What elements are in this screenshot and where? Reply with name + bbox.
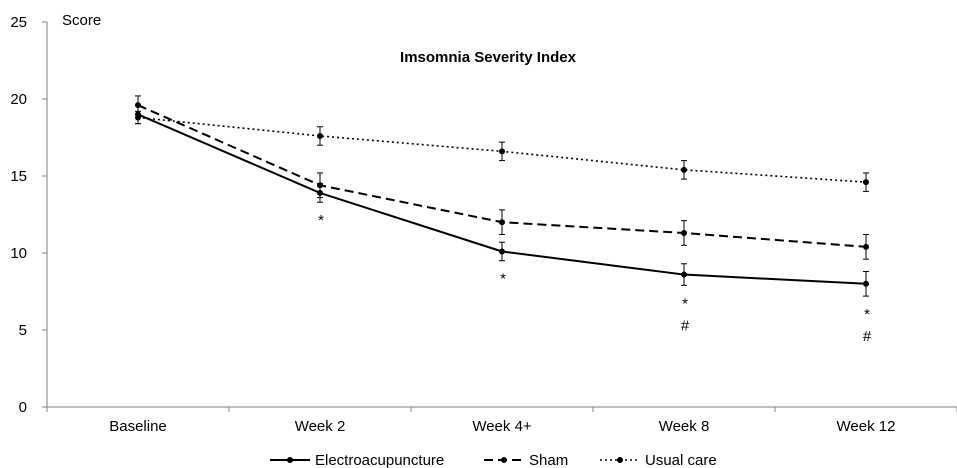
legend-item: Sham <box>484 452 568 468</box>
x-tick-label: Week 4+ <box>472 418 532 435</box>
legend-marker <box>617 457 623 463</box>
series-group <box>135 95 869 297</box>
data-point <box>135 114 141 121</box>
significance-annotations: * * * # * # <box>318 212 872 345</box>
data-point <box>317 132 323 139</box>
data-point <box>681 166 687 173</box>
x-tick-label: Baseline <box>109 418 167 435</box>
legend-item: Electroacupuncture <box>270 452 444 468</box>
data-point <box>499 148 505 155</box>
y-tick-label: 0 <box>19 399 27 416</box>
significance-marker: # <box>863 328 872 345</box>
data-point <box>135 102 141 109</box>
y-tick-label: 20 <box>10 91 27 108</box>
y-axis-label: Score <box>62 12 101 29</box>
significance-marker: # <box>681 317 690 334</box>
legend-label: Sham <box>529 452 568 468</box>
y-tick-label: 15 <box>10 168 27 185</box>
data-point <box>863 179 869 186</box>
y-tick-label: 5 <box>19 322 27 339</box>
legend-item: Usual care <box>600 452 717 468</box>
series-electroacupuncture <box>135 104 869 297</box>
significance-marker: * <box>864 306 870 323</box>
x-axis-ticks: Baseline Week 2 Week 4+ Week 8 Week 12 <box>46 407 957 435</box>
legend: Electroacupuncture Sham Usual care <box>270 452 717 468</box>
x-tick-label: Week 12 <box>837 418 896 435</box>
legend-label: Electroacupuncture <box>315 452 444 468</box>
legend-marker <box>287 457 293 463</box>
data-point <box>317 182 323 189</box>
y-tick-label: 10 <box>10 245 27 262</box>
significance-marker: * <box>500 271 506 288</box>
data-point <box>499 219 505 226</box>
data-point <box>863 280 869 287</box>
chart-title: Imsomnia Severity Index <box>400 49 577 66</box>
series-sham <box>135 95 869 260</box>
x-tick-label: Week 8 <box>659 418 710 435</box>
significance-marker: * <box>318 212 324 229</box>
axes <box>46 22 957 408</box>
data-point <box>863 243 869 250</box>
data-point <box>681 229 687 236</box>
y-tick-label: 25 <box>10 14 27 31</box>
data-point <box>499 248 505 255</box>
legend-label: Usual care <box>645 452 717 468</box>
series-usual-care <box>135 110 869 192</box>
x-tick-label: Week 2 <box>295 418 346 435</box>
legend-marker <box>501 457 507 463</box>
significance-marker: * <box>682 295 688 312</box>
y-axis-ticks: 0 5 10 15 20 25 <box>10 14 47 416</box>
data-point <box>681 271 687 278</box>
